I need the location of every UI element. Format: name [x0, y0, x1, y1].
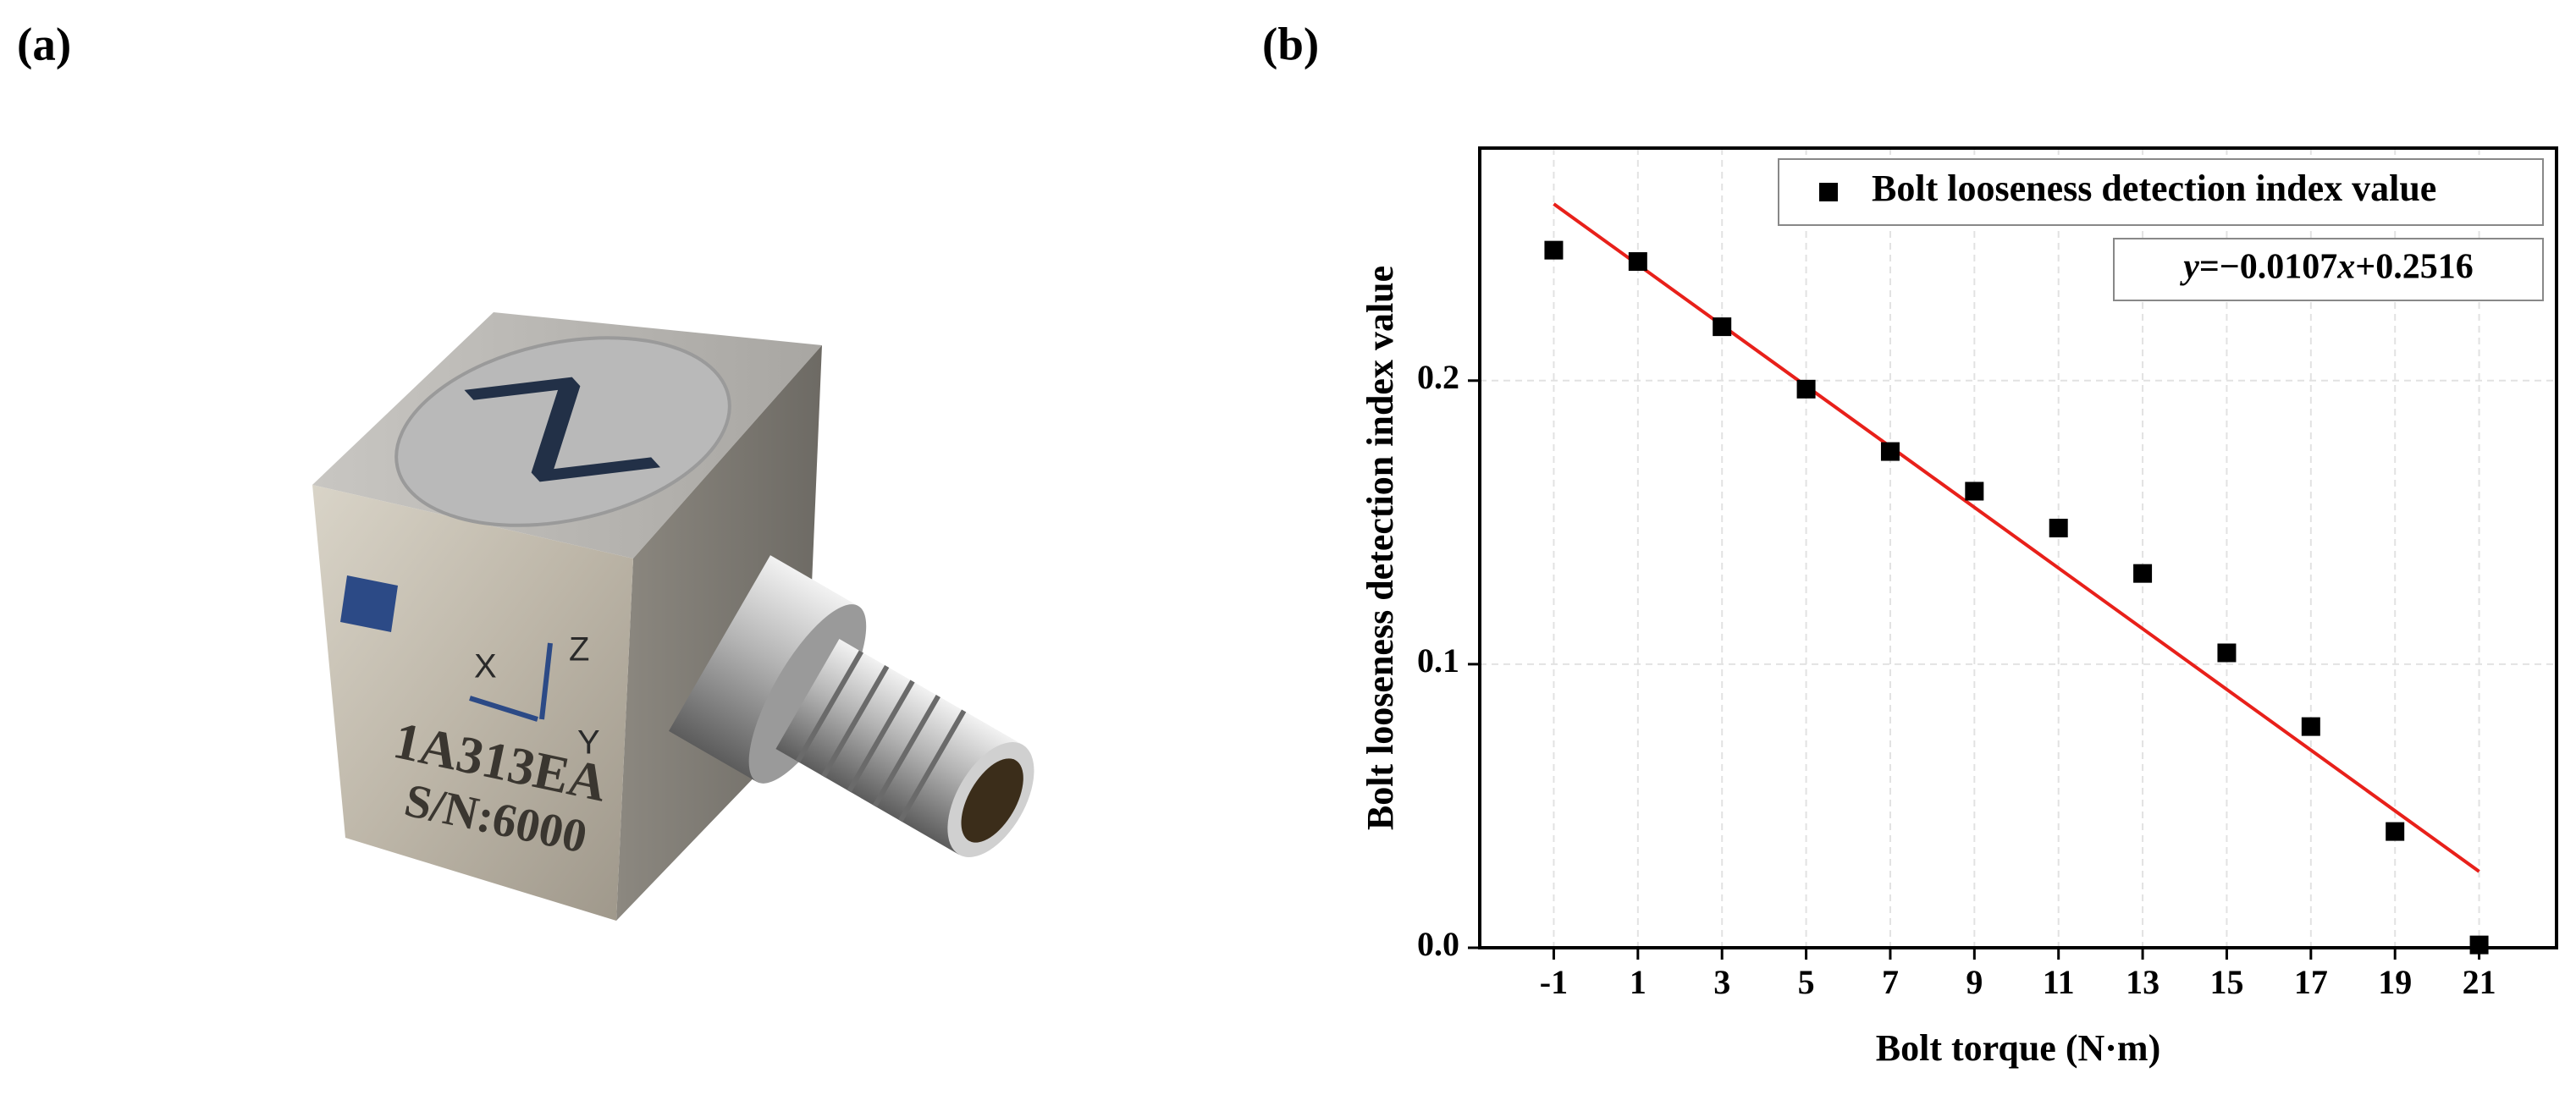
- y-tick-label: 0.0: [1417, 925, 1459, 963]
- x-tick-label: -1: [1540, 963, 1568, 1001]
- connector: [669, 555, 1034, 857]
- panel-label: (b): [1262, 19, 1319, 70]
- x-tick-label: 7: [1882, 963, 1899, 1001]
- x-tick-label: 17: [2294, 963, 2328, 1001]
- panel-label: (a): [17, 19, 71, 70]
- x-tick-label: 19: [2378, 963, 2412, 1001]
- x-axis-label: Bolt torque (N·m): [1876, 1027, 2161, 1069]
- logo: [340, 575, 398, 632]
- point: [2469, 935, 2489, 955]
- x-tick-label: 15: [2209, 963, 2243, 1001]
- axis-letter: X: [474, 648, 497, 685]
- point: [2049, 519, 2068, 538]
- legend-marker: [1819, 183, 1838, 201]
- axis-arrow: [539, 642, 553, 720]
- x-tick-label: 21: [2463, 963, 2496, 1001]
- point: [1713, 317, 1732, 337]
- equation-part: =−0.0107: [2199, 247, 2337, 286]
- x-tick-label: 1: [1630, 963, 1647, 1001]
- point: [2217, 643, 2237, 663]
- x-tick-label: 5: [1798, 963, 1815, 1001]
- legend-box: [1778, 158, 2544, 226]
- x-tick-label: 9: [1966, 963, 1983, 1001]
- equation-box: [2113, 238, 2544, 301]
- equation-part: x: [2336, 247, 2355, 286]
- point: [2133, 564, 2153, 583]
- sensor-photo: Z X Z Y 1A313EA S/N:6000: [312, 312, 1034, 921]
- axis-arrow: [469, 696, 538, 722]
- cube-front: [312, 485, 633, 921]
- plot-frame: [1478, 146, 2558, 949]
- point: [1796, 379, 1816, 399]
- point: [2301, 717, 2320, 736]
- x-tick-label: 3: [1713, 963, 1730, 1001]
- y-axis-label: Bolt looseness detection index value: [1360, 266, 1401, 830]
- axis-letter: Z: [569, 631, 589, 669]
- legend-label: Bolt looseness detection index value: [1872, 168, 2436, 209]
- fit-line: [1553, 202, 2480, 873]
- point: [1628, 252, 1647, 272]
- cube-side: [616, 345, 822, 921]
- y-tick-label: 0.2: [1417, 358, 1459, 396]
- top-disc: [394, 336, 731, 527]
- point: [1965, 481, 1984, 501]
- point: [2386, 822, 2405, 841]
- point: [1544, 240, 1564, 260]
- equation-part: +0.2516: [2355, 247, 2473, 286]
- axis-letter: Y: [577, 724, 600, 762]
- point: [1880, 442, 1900, 461]
- x-tick-label: 13: [2126, 963, 2160, 1001]
- x-tick-label: 11: [2043, 963, 2075, 1001]
- y-tick-label: 0.1: [1417, 641, 1459, 680]
- fit-equation: y=−0.0107x+0.2516: [2179, 247, 2473, 286]
